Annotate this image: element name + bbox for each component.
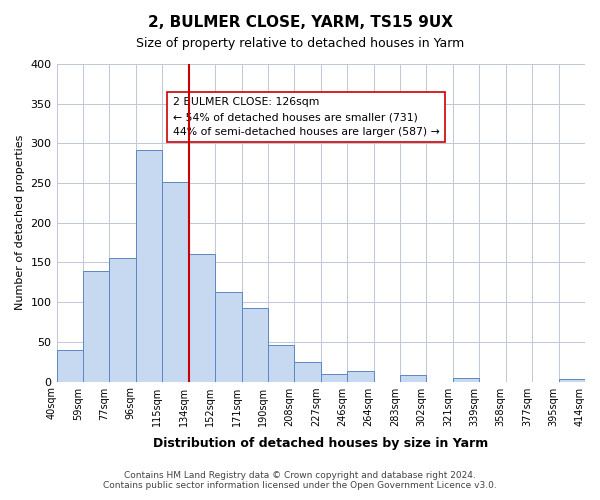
Bar xyxy=(188,254,215,382)
Text: Size of property relative to detached houses in Yarm: Size of property relative to detached ho… xyxy=(136,38,464,51)
Bar xyxy=(109,258,136,382)
Text: 2 BULMER CLOSE: 126sqm
← 54% of detached houses are smaller (731)
44% of semi-de: 2 BULMER CLOSE: 126sqm ← 54% of detached… xyxy=(173,98,440,137)
Text: 2, BULMER CLOSE, YARM, TS15 9UX: 2, BULMER CLOSE, YARM, TS15 9UX xyxy=(148,15,452,30)
Bar xyxy=(136,150,162,382)
Bar xyxy=(268,345,295,382)
Y-axis label: Number of detached properties: Number of detached properties xyxy=(15,135,25,310)
Bar xyxy=(453,378,479,382)
Bar xyxy=(215,292,242,382)
Bar xyxy=(56,350,83,382)
Bar xyxy=(400,375,427,382)
Bar xyxy=(559,379,585,382)
Bar xyxy=(347,371,374,382)
Bar xyxy=(321,374,347,382)
Bar xyxy=(242,308,268,382)
Bar xyxy=(83,271,109,382)
Bar xyxy=(162,182,188,382)
Text: Contains HM Land Registry data © Crown copyright and database right 2024.
Contai: Contains HM Land Registry data © Crown c… xyxy=(103,470,497,490)
Bar xyxy=(295,362,321,382)
X-axis label: Distribution of detached houses by size in Yarm: Distribution of detached houses by size … xyxy=(153,437,488,450)
